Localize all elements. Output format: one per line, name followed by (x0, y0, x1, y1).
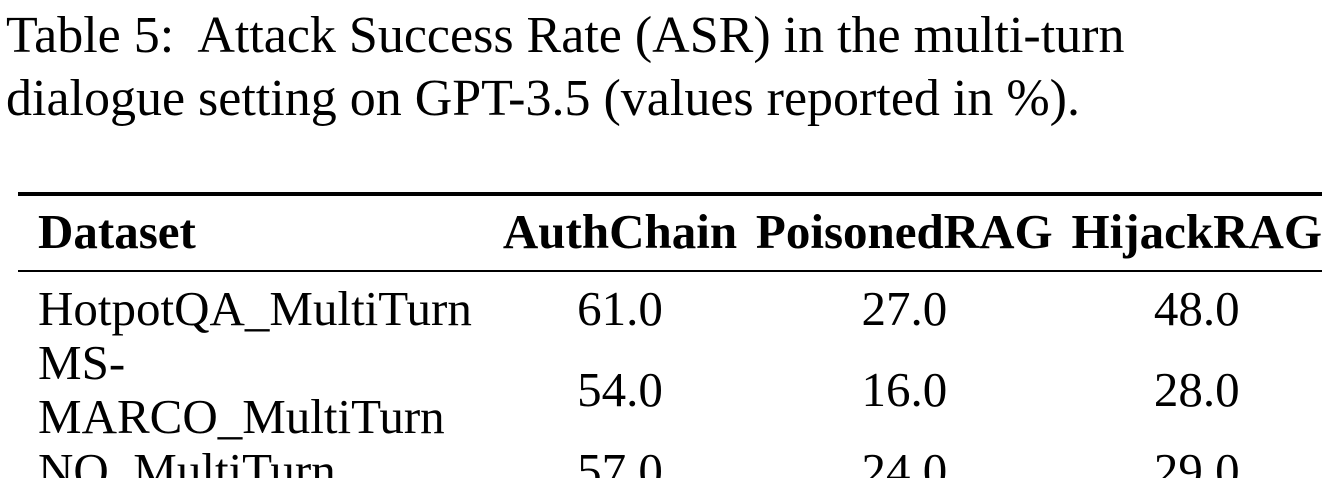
results-table-body: HotpotQA_MultiTurn 61.0 27.0 48.0 MS-MAR… (18, 271, 1322, 478)
dataset-name-cell: HotpotQA_MultiTurn (38, 281, 472, 336)
value-cell: 24.0 (861, 443, 948, 478)
value-cell: 54.0 (577, 362, 663, 417)
value-cell: 29.0 (1153, 443, 1240, 478)
value-cell: 57.0 (577, 443, 663, 478)
table-caption-line-2: dialogue setting on GPT-3.5 (values repo… (6, 70, 1080, 127)
table-caption: Table 5: Attack Success Rate (ASR) in th… (0, 0, 1340, 130)
table-caption-line-1: Table 5: Attack Success Rate (ASR) in th… (6, 7, 1125, 64)
value-cell: 28.0 (1153, 362, 1240, 417)
results-table-header: Dataset AuthChain PoisonedRAG HijackRAG (18, 194, 1322, 271)
table-row: MS-MARCO_MultiTurn 54.0 16.0 28.0 (18, 336, 1322, 444)
column-header-hijackrag: HijackRAG (1071, 204, 1322, 259)
dataset-name-cell: MS-MARCO_MultiTurn (38, 335, 445, 444)
dataset-name-cell: NQ_MultiTurn (38, 443, 336, 478)
table-row: HotpotQA_MultiTurn 61.0 27.0 48.0 (18, 271, 1322, 336)
column-header-dataset: Dataset (38, 204, 196, 259)
value-cell: 27.0 (861, 281, 948, 336)
header-row: Dataset AuthChain PoisonedRAG HijackRAG (18, 194, 1322, 271)
column-header-poisonedrag: PoisonedRAG (755, 204, 1053, 259)
table-row: NQ_MultiTurn 57.0 24.0 29.0 (18, 444, 1322, 478)
value-cell: 61.0 (577, 281, 663, 336)
column-header-authchain: AuthChain (502, 204, 738, 259)
value-cell: 48.0 (1153, 281, 1240, 336)
value-cell: 16.0 (861, 362, 948, 417)
results-table: Dataset AuthChain PoisonedRAG HijackRAG … (18, 192, 1322, 478)
